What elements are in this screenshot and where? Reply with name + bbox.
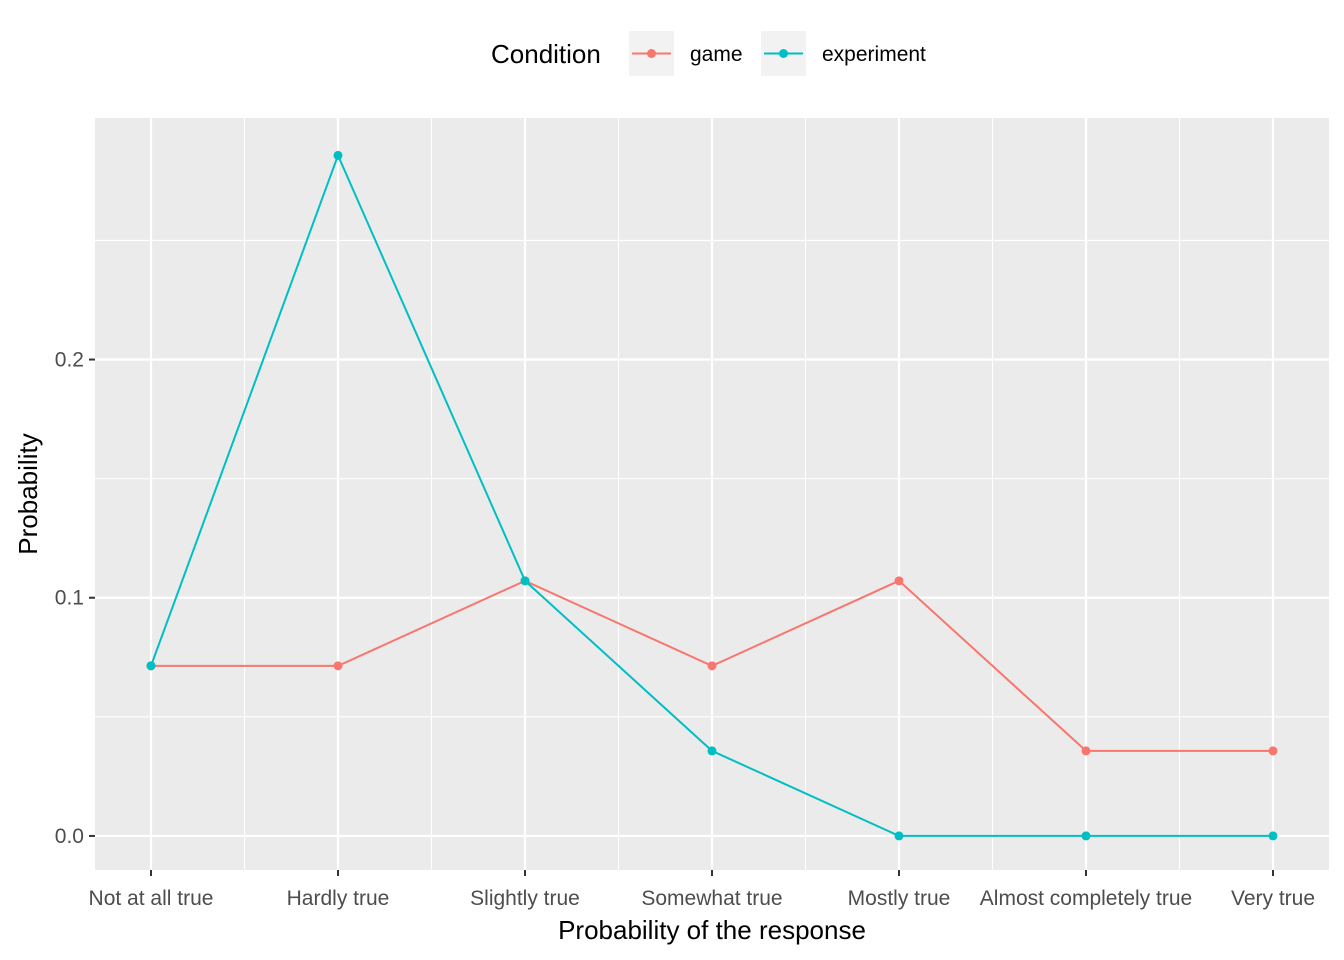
legend-label: game	[690, 43, 743, 66]
data-point-experiment	[1081, 831, 1091, 841]
legend-item-game: game	[629, 31, 743, 76]
legend-title: Condition	[491, 39, 601, 69]
data-point-game	[333, 661, 343, 671]
x-tick-label: Mostly true	[848, 887, 951, 910]
legend-label: experiment	[822, 43, 926, 66]
data-point-game	[1081, 746, 1091, 756]
x-tick-label: Very true	[1231, 887, 1315, 910]
y-tick-label: 0.1	[55, 587, 84, 610]
y-tick-label: 0.2	[55, 349, 84, 372]
grid-lines	[95, 118, 1329, 870]
x-axis-title: Probability of the response	[558, 915, 866, 945]
data-point-game	[707, 661, 717, 671]
data-point-experiment	[707, 746, 717, 756]
data-point-game	[1268, 746, 1278, 756]
legend-key-point	[647, 49, 656, 58]
x-tick-label: Not at all true	[89, 887, 214, 910]
data-point-experiment	[1268, 831, 1278, 841]
y-tick-label: 0.0	[55, 825, 84, 848]
data-point-experiment	[520, 576, 530, 586]
data-point-experiment	[333, 150, 343, 160]
legend-items: game experiment	[629, 31, 926, 76]
data-point-experiment	[146, 661, 156, 671]
data-point-experiment	[894, 831, 904, 841]
x-tick-label: Somewhat true	[641, 887, 782, 910]
x-axis: Not at all true Hardly true Slightly true S…	[89, 870, 1315, 910]
legend-key-point	[779, 49, 788, 58]
y-axis: 0.0 0.1 0.2	[55, 349, 95, 848]
data-point-game	[894, 576, 904, 586]
legend: Condition game experiment	[491, 31, 926, 76]
legend-item-experiment: experiment	[761, 31, 926, 76]
x-tick-label: Almost completely true	[980, 887, 1192, 910]
y-axis-title: Probability	[13, 433, 43, 554]
series-experiment	[146, 150, 1278, 841]
x-tick-label: Slightly true	[470, 887, 580, 910]
series-layer	[146, 150, 1278, 841]
x-tick-label: Hardly true	[287, 887, 390, 910]
